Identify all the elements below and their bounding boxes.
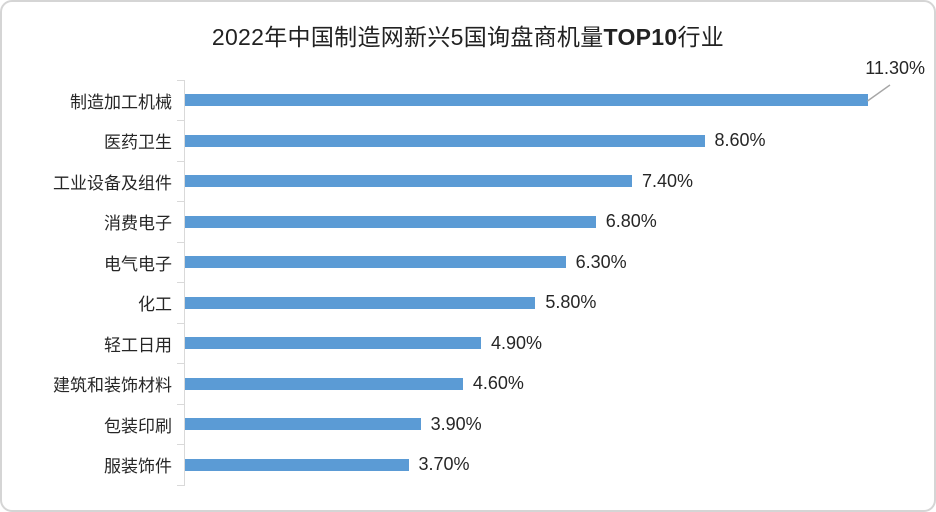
value-label: 3.90% (430, 413, 482, 434)
bar-row: 建筑和装饰材料 4.60% (53, 363, 925, 405)
value-label: 4.60% (472, 373, 524, 394)
category-label: 工业设备及组件 (53, 173, 172, 193)
bar-row: 制造加工机械 11.30% (70, 58, 925, 121)
category-label: 制造加工机械 (70, 92, 172, 112)
bar (185, 175, 633, 188)
bar-row: 包装印刷 3.90% (104, 403, 925, 445)
value-label: 6.30% (575, 251, 627, 272)
category-label: 电气电子 (104, 254, 172, 274)
bar (185, 458, 409, 471)
bar (185, 418, 421, 431)
chart-title-suffix: 行业 (677, 24, 725, 50)
callout-leader-line (866, 84, 891, 102)
category-label: 建筑和装饰材料 (53, 376, 172, 396)
bar-row: 电气电子 6.30% (104, 241, 925, 283)
bar (185, 94, 868, 107)
value-label: 3.70% (418, 454, 470, 475)
bar-row: 服装饰件 3.70% (104, 444, 925, 486)
bar (185, 296, 536, 309)
bar (185, 377, 463, 390)
value-label: 11.30% (865, 58, 925, 78)
plot-area: 制造加工机械 11.30% 医药卫生 8.60% 工业设备及组件 7.40% 消… (53, 58, 925, 486)
bar-row: 消费电子 6.80% (104, 201, 925, 243)
value-label: 6.80% (605, 211, 657, 232)
category-label: 轻工日用 (104, 335, 172, 355)
value-label: 8.60% (714, 130, 766, 151)
bar (185, 134, 705, 147)
value-label: 5.80% (545, 292, 597, 313)
value-label: 7.40% (642, 170, 694, 191)
bar (185, 256, 566, 269)
bar-row: 工业设备及组件 7.40% (53, 160, 925, 202)
category-label: 包装印刷 (104, 416, 172, 436)
bar-row: 轻工日用 4.90% (104, 322, 925, 364)
axis-tick (177, 484, 185, 486)
bar (185, 215, 596, 228)
category-label: 服装饰件 (104, 457, 172, 477)
bar-row: 医药卫生 8.60% (104, 120, 925, 162)
category-label: 医药卫生 (104, 133, 172, 153)
chart-title-top10: TOP10 (603, 24, 678, 50)
chart-title-prefix: 2022年中国制造网新兴5国询盘商机量 (211, 24, 604, 50)
chart-title: 2022年中国制造网新兴5国询盘商机量TOP10行业 (2, 18, 934, 52)
bar-row: 化工 5.80% (138, 282, 925, 324)
value-label: 4.90% (491, 332, 543, 353)
bar (185, 337, 481, 350)
category-label: 化工 (138, 295, 172, 315)
category-label: 消费电子 (104, 214, 172, 234)
